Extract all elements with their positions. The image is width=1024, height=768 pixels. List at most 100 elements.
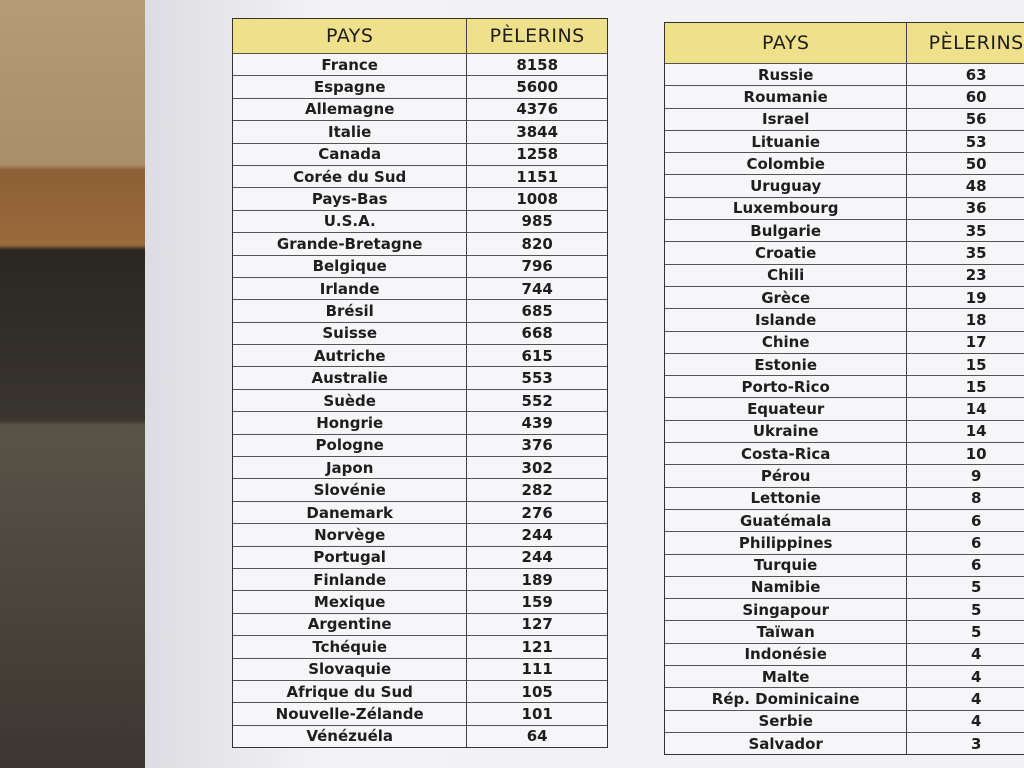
table-row: Luxembourg 36 [665, 196, 1024, 220]
table-row: Lettonie 8 [665, 486, 1024, 509]
count-cell: 244 [521, 525, 553, 544]
count-cell: 6 [970, 556, 982, 575]
country-cell: Suisse [233, 322, 468, 345]
country-cell: Uruguay [665, 175, 908, 197]
country-cell: Malte [665, 666, 908, 688]
count-cell: 35 [965, 244, 987, 263]
count-cell: 53 [965, 132, 987, 151]
count-cell: 5 [970, 623, 982, 642]
table-row: Pologne 376 [233, 433, 607, 457]
count-cell: 10 [965, 444, 987, 463]
count-cell: 121 [521, 637, 553, 656]
table-row: Grèce 19 [665, 285, 1024, 309]
table-row: Roumanie 60 [665, 85, 1024, 108]
header-cell: PÈLERINS [928, 32, 1024, 54]
country-cell: Salvador [665, 732, 908, 755]
table-row: Danemark 276 [233, 500, 607, 524]
table-row: Ukraine 14 [665, 419, 1024, 443]
table-row: Islande 18 [665, 308, 1024, 331]
count-cell: 111 [521, 660, 553, 679]
table-row: Grande-Bretagne 820 [233, 232, 607, 255]
country-cell: Ukraine [665, 420, 908, 443]
country-cell: Brésil [233, 300, 468, 322]
table-row: Hongrie 439 [233, 411, 607, 434]
count-cell: 282 [521, 481, 553, 500]
country-cell: Slovaquie [233, 658, 468, 680]
country-cell: Slovénie [233, 479, 468, 501]
country-cell: Singapour [665, 599, 908, 621]
country-cell: Corée du Sud [233, 165, 468, 188]
table-row: Salvador 3 [665, 731, 1024, 755]
count-cell: 15 [965, 377, 987, 396]
country-cell: Taïwan [665, 621, 908, 643]
count-cell: 189 [521, 570, 553, 589]
country-cell: Pays-Bas [233, 188, 468, 210]
table-row: Slovaquie 111 [233, 657, 607, 680]
table-row: Irlande 744 [233, 276, 607, 300]
country-cell: Estonie [665, 353, 908, 376]
country-cell: Israel [665, 108, 908, 130]
table-row: Philippines 6 [665, 531, 1024, 554]
country-cell: Pérou [665, 465, 908, 487]
table-row: Portugal 244 [233, 545, 607, 568]
count-cell: 8158 [516, 55, 559, 74]
country-cell: Grèce [665, 286, 908, 309]
table-row: Italie 3844 [233, 120, 607, 143]
table-row: Malte 4 [665, 665, 1024, 688]
count-cell: 63 [965, 65, 987, 84]
table-row: Taïwan 5 [665, 620, 1024, 643]
count-cell: 376 [521, 436, 553, 455]
count-cell: 60 [965, 87, 987, 106]
count-cell: 64 [526, 727, 548, 746]
country-cell: Allemagne [233, 98, 468, 121]
country-cell: Chili [665, 264, 908, 286]
count-cell: 3844 [516, 122, 559, 141]
country-cell: Danemark [233, 501, 468, 524]
table-row: Mexique 159 [233, 590, 607, 613]
count-cell: 8 [970, 489, 982, 508]
count-cell: 615 [521, 346, 553, 365]
country-cell: Lituanie [665, 130, 908, 153]
table-row: Corée du Sud 1151 [233, 164, 607, 188]
table-row: Chine 17 [665, 330, 1024, 353]
table-row: Japon 302 [233, 456, 607, 479]
country-cell: Finlande [233, 568, 468, 591]
table-row: Norvège 244 [233, 523, 607, 546]
count-cell: 17 [965, 333, 987, 352]
country-cell: Colombie [665, 153, 908, 175]
count-cell: 668 [521, 324, 553, 343]
country-cell: Belgique [233, 255, 468, 277]
count-cell: 14 [965, 400, 987, 419]
count-cell: 5 [970, 600, 982, 619]
country-cell: Roumanie [665, 86, 908, 108]
count-cell: 14 [965, 422, 987, 441]
country-cell: Bulgarie [665, 220, 908, 242]
count-cell: 5 [970, 578, 982, 597]
table-row: Namibie 5 [665, 575, 1024, 599]
count-cell: 159 [521, 593, 553, 612]
table-row: Belgique 796 [233, 254, 607, 277]
header-cell: PAYS [665, 23, 908, 63]
header-cell: PAYS [233, 19, 468, 53]
table-row: Suède 552 [233, 388, 607, 412]
table-row: Afrique du Sud 105 [233, 679, 607, 703]
count-cell: 552 [521, 391, 553, 410]
count-cell: 4 [970, 689, 982, 708]
country-cell: U.S.A. [233, 210, 468, 233]
country-cell: Russie [665, 64, 908, 86]
count-cell: 4 [970, 667, 982, 686]
table-row: Turquie 6 [665, 553, 1024, 576]
country-cell: Japon [233, 457, 468, 479]
table-row: Finlande 189 [233, 567, 607, 591]
country-cell: Canada [233, 143, 468, 165]
count-cell: 18 [965, 310, 987, 329]
table-row: Estonie 15 [665, 352, 1024, 376]
country-cell: Islande [665, 309, 908, 331]
table-row: Rép. Dominicaine 4 [665, 687, 1024, 710]
table-row: Autriche 615 [233, 344, 607, 367]
count-cell: 36 [965, 199, 987, 218]
country-cell: Equateur [665, 398, 908, 420]
table-row: Canada 1258 [233, 142, 607, 165]
count-cell: 276 [521, 503, 553, 522]
count-cell: 796 [521, 257, 553, 276]
